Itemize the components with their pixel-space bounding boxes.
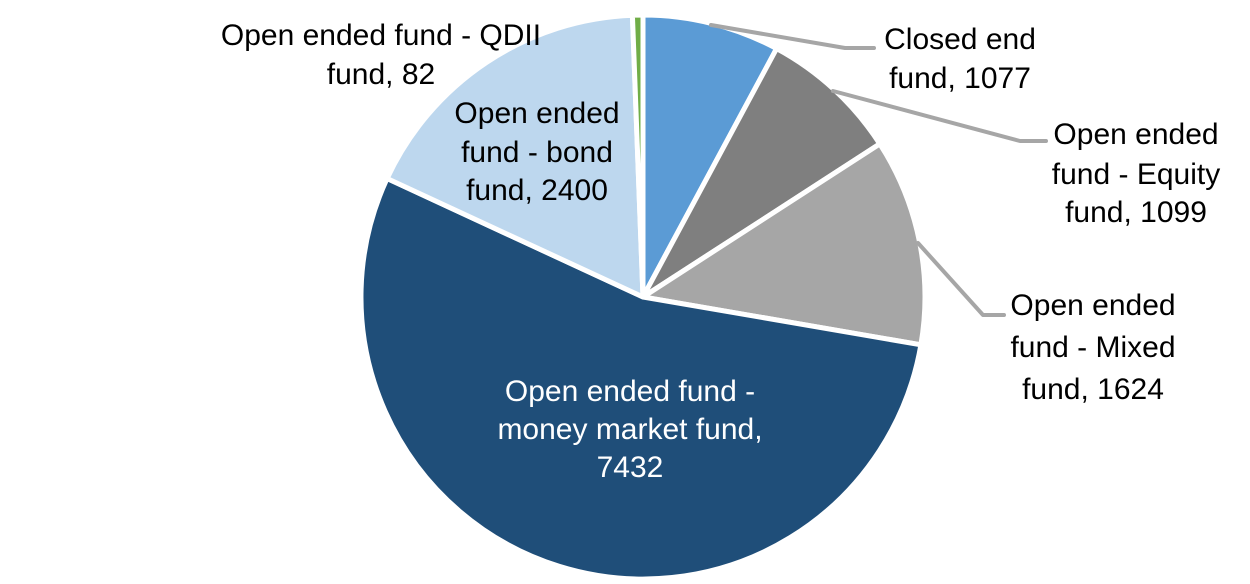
data-label-open-ended-fund-qdii-fund-line-2: fund, 82 — [327, 58, 435, 91]
data-label-open-ended-fund-money-market-fund-line-1: Open ended fund - — [505, 375, 755, 408]
data-label-open-ended-fund-bond-fund-line-2: fund - bond — [461, 136, 613, 169]
leader-line-open-ended-fund-equity-fund — [831, 89, 1048, 143]
data-label-open-ended-fund-mixed-fund-line-2: fund - Mixed — [1010, 331, 1175, 364]
pie-slice-open-ended-fund-mixed-fund — [640, 141, 928, 348]
data-label-open-ended-fund-bond-fund-line-1: Open ended — [454, 97, 619, 130]
data-label-open-ended-fund-mixed-fund-line-3: fund, 1624 — [1022, 373, 1164, 406]
pie-slice-open-ended-fund-money-market-fund — [358, 176, 924, 582]
data-label-open-ended-fund-qdii-fund-line-1: Open ended fund - QDII — [221, 19, 541, 52]
pie-slice-open-ended-fund-qdii-fund — [629, 12, 646, 300]
data-label-open-ended-fund-bond-fund-line-3: fund, 2400 — [466, 174, 608, 207]
data-label-closed-end-fund-line-1: Closed end — [884, 23, 1036, 56]
data-label-open-ended-fund-mixed-fund-line-1: Open ended — [1010, 289, 1175, 322]
data-label-open-ended-fund-money-market-fund-line-3: 7432 — [597, 451, 664, 484]
data-label-open-ended-fund-money-market-fund-line-2: money market fund, — [497, 413, 762, 446]
data-label-open-ended-fund-equity-fund-line-2: fund - Equity — [1052, 158, 1220, 191]
data-label-closed-end-fund-line-2: fund, 1077 — [889, 62, 1031, 95]
leader-line-open-ended-fund-mixed-fund — [916, 241, 1006, 317]
data-label-open-ended-fund-equity-fund-line-1: Open ended — [1053, 118, 1218, 151]
leader-line-closed-end-fund — [709, 23, 876, 50]
pie-slice-open-ended-fund-bond-fund — [384, 12, 646, 300]
data-label-open-ended-fund-equity-fund-line-3: fund, 1099 — [1065, 196, 1207, 229]
